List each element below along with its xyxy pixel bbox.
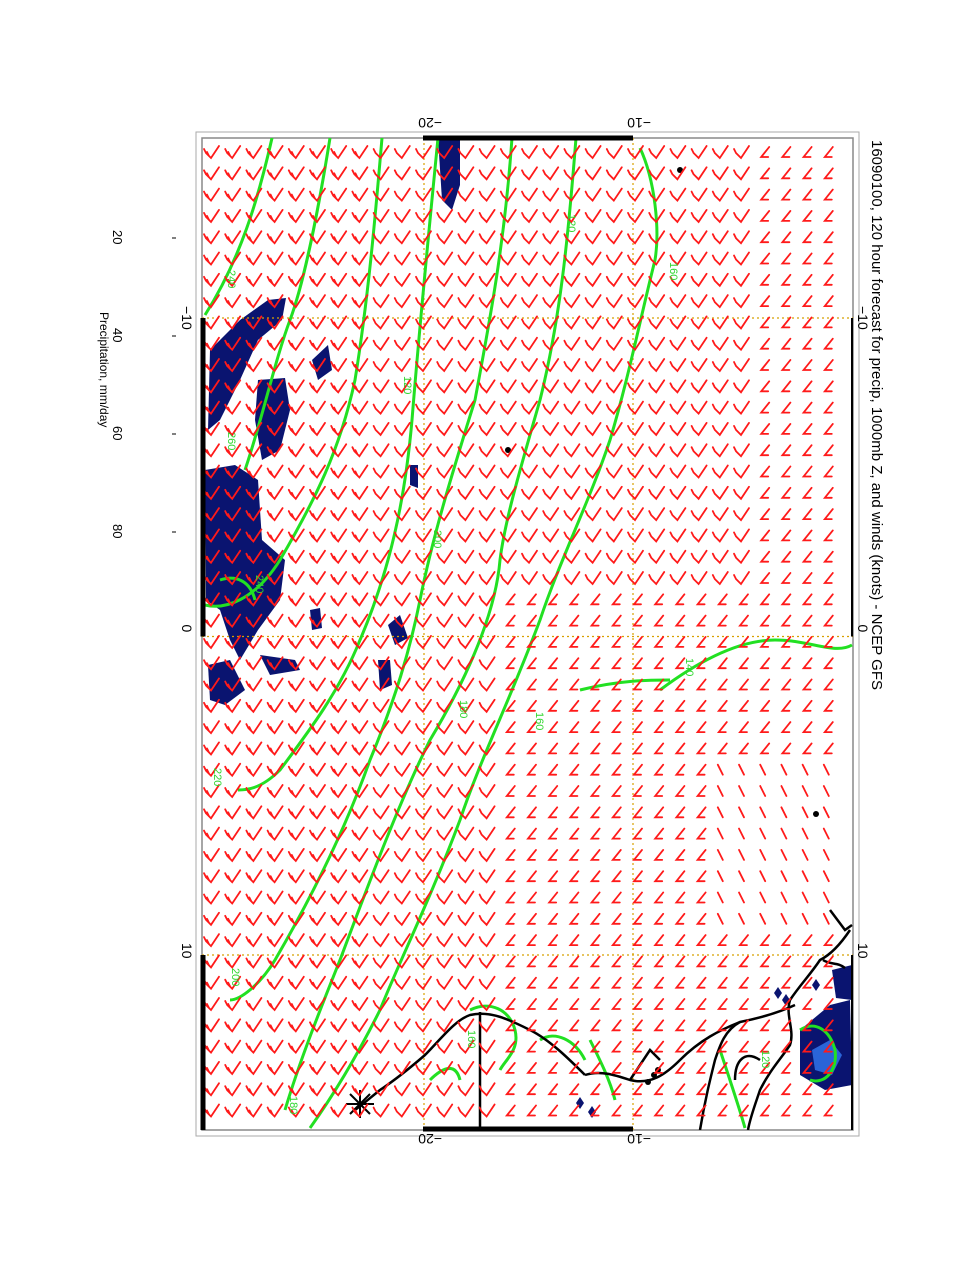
height-contour <box>229 138 514 1002</box>
contour-label: 160 <box>465 1030 477 1048</box>
contour-label: 120 <box>565 214 577 232</box>
contour-label: 200 <box>229 968 241 986</box>
colorbar-tick-label: 60 <box>110 426 125 440</box>
lon-tick-label-left: 0 <box>179 625 195 633</box>
lat-tick-label-top: −20 <box>418 115 442 131</box>
height-contour <box>799 1024 837 1083</box>
colorbar: 20 40 60 80 <box>110 230 176 538</box>
colorbar-label: Precipitation, mm/day <box>97 312 111 427</box>
height-contour <box>469 1004 518 1071</box>
lon-tick-label-left: 10 <box>179 943 195 959</box>
contour-label: 180 <box>287 1096 299 1114</box>
contour-labels: 240 160 120 200 260 240 180 160 140 220 200 180 160 1… <box>211 214 771 1114</box>
lon-tick-label-left: −10 <box>179 306 195 330</box>
lat-tick-label-bottom: −10 <box>627 1131 651 1147</box>
height-contour <box>204 138 384 608</box>
coast-line <box>354 1012 586 1112</box>
lat-tick-label-top: −10 <box>627 115 651 131</box>
axis-bars <box>200 135 853 1132</box>
contour-label: 140 <box>683 658 695 676</box>
lat-tick-label-bottom: −20 <box>418 1131 442 1147</box>
precip-area <box>388 615 408 645</box>
island <box>505 447 511 453</box>
map-outer-frame <box>195 131 860 1137</box>
precip-area <box>260 655 300 675</box>
map-title: 16090100, 120 hour forecast for precip, … <box>868 140 885 690</box>
island <box>677 167 683 173</box>
coast-line <box>733 1054 761 1081</box>
lon-tick-label-right: −10 <box>855 306 871 330</box>
tick-labels: −10 −10 0 0 10 10 −20 −20 −10 −10 <box>179 115 871 1147</box>
contour-label: 220 <box>211 768 223 786</box>
lon-tick-label-right: 10 <box>855 943 871 959</box>
precip-layer <box>205 138 852 1118</box>
height-contour <box>283 138 578 1111</box>
island <box>645 1079 651 1085</box>
contour-label: 200 <box>431 530 443 548</box>
height-contours <box>203 138 853 1129</box>
colorbar-tick-label: 80 <box>110 524 125 538</box>
coast-line <box>698 1003 796 1130</box>
wind-barbs <box>203 145 834 1118</box>
coast-line <box>829 909 853 932</box>
height-contour <box>718 1049 747 1129</box>
island <box>813 811 819 817</box>
precip-area <box>205 465 285 660</box>
coast-line <box>584 1020 741 1083</box>
contour-label: 160 <box>533 712 545 730</box>
height-contour <box>219 576 257 601</box>
precip-area <box>832 965 852 1000</box>
contour-label: 160 <box>667 262 679 280</box>
contour-label: 180 <box>457 700 469 718</box>
precip-cell <box>774 987 782 999</box>
height-contour <box>203 138 274 316</box>
coastline <box>346 167 853 1130</box>
colorbar-tick-label: 40 <box>110 328 125 342</box>
precip-area <box>438 138 460 210</box>
height-contour <box>659 638 853 692</box>
wind-barb-field <box>203 145 834 1118</box>
precip-area <box>255 378 290 460</box>
precip-cell <box>812 979 820 991</box>
contour-label: 260 <box>225 432 237 450</box>
lon-tick-label-right: 0 <box>855 625 871 633</box>
coast-line <box>746 929 852 1130</box>
contour-label: 240 <box>253 575 265 593</box>
contour-label: 120 <box>759 1050 771 1068</box>
coast-line <box>822 958 846 970</box>
colorbar-tick-label: 20 <box>110 230 125 244</box>
contour-label: 120 <box>401 376 413 394</box>
precip-area <box>410 465 418 488</box>
contour-label: 240 <box>225 270 237 288</box>
